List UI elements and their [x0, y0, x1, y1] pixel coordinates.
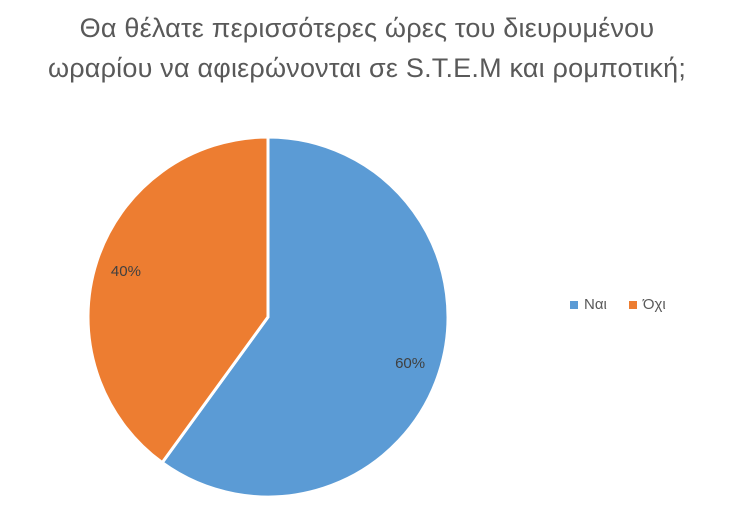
chart-title-line-2: ωραρίου να αφιερώνονται σε S.T.E.M και ρ…	[47, 53, 687, 83]
pie-data-labels: 60% 40%	[111, 263, 425, 372]
legend-swatch-yes	[570, 300, 578, 309]
pie-slices	[86, 135, 450, 499]
data-label-no: 40%	[111, 263, 141, 280]
legend: Ναι Όχι	[570, 296, 666, 313]
legend-item-no: Όχι	[628, 296, 666, 313]
pie-slice-yes	[160, 135, 450, 499]
legend-item-yes: Ναι	[570, 296, 607, 313]
pie-slice-no	[86, 135, 270, 465]
chart-title-line-1: Θα θέλατε περισσότερες ώρες του διευρυμέ…	[79, 13, 655, 43]
legend-swatch-no	[628, 300, 637, 309]
legend-label-yes: Ναι	[584, 296, 607, 313]
data-label-yes: 60%	[395, 355, 425, 372]
chart-title: Θα θέλατε περισσότερες ώρες του διευρυμέ…	[0, 8, 734, 88]
legend-label-no: Όχι	[642, 296, 666, 313]
